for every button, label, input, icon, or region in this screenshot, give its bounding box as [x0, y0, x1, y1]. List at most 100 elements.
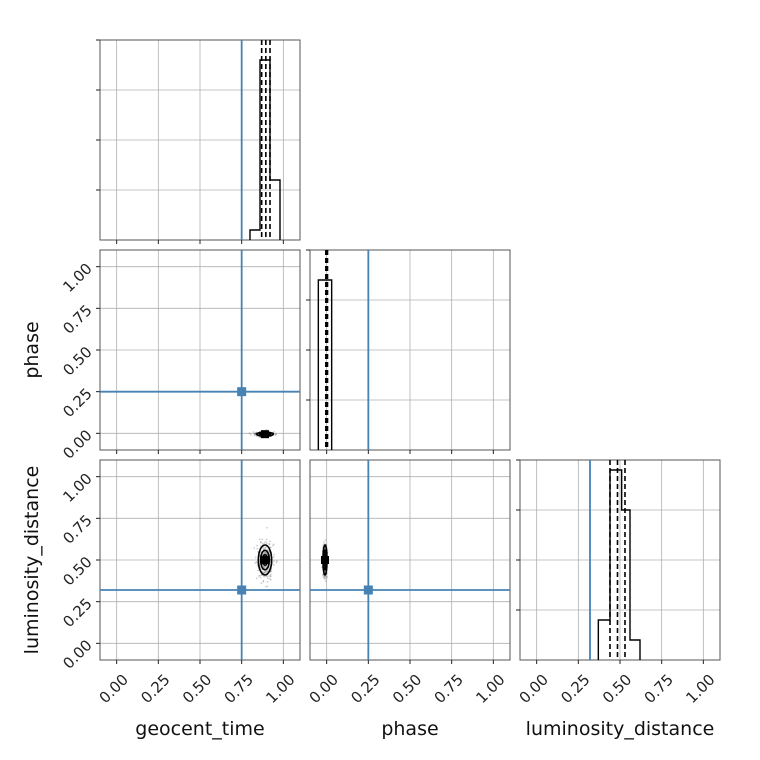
- x-tick-label: 0.00: [516, 671, 552, 707]
- x-tick-label: 1.00: [472, 671, 508, 707]
- sample-point: [261, 542, 264, 545]
- x-tick-label: 0.75: [641, 671, 677, 707]
- density-peak: [261, 556, 269, 564]
- sample-point: [264, 585, 267, 588]
- panel-phase-geocent_time: [96, 249, 301, 454]
- sample-point: [252, 431, 255, 433]
- sample-point: [267, 549, 270, 552]
- sample-point: [326, 576, 329, 579]
- contour-level: [257, 544, 273, 576]
- sample-point: [264, 551, 266, 553]
- sample-point: [257, 575, 260, 577]
- sample-point: [254, 433, 257, 436]
- sample-point: [272, 564, 275, 566]
- sample-point: [253, 433, 256, 435]
- panel-phase-phase: [306, 249, 511, 454]
- sample-point: [269, 546, 272, 549]
- x-tick-label: 1.00: [682, 671, 718, 707]
- x-tick-label: 0.25: [557, 671, 593, 707]
- sample-point: [269, 575, 272, 577]
- x-tick-label: 0.00: [96, 671, 132, 707]
- sample-point: [258, 538, 261, 541]
- sample-point: [276, 560, 278, 562]
- sample-point: [274, 434, 277, 437]
- panel-luminosity_distance-phase: [309, 459, 511, 664]
- x-tick-label: 0.50: [179, 671, 215, 707]
- sample-point: [265, 538, 268, 541]
- contour-level: [259, 549, 271, 571]
- sample-point: [254, 432, 257, 435]
- histogram-geocent_time: [249, 59, 281, 240]
- sample-point: [268, 577, 271, 580]
- sample-point: [254, 433, 257, 436]
- sample-point: [273, 431, 276, 433]
- y-tick-label: 0.00: [59, 426, 95, 462]
- sample-point: [255, 561, 258, 564]
- sample-point: [266, 585, 269, 588]
- x-tick-label: 0.75: [221, 671, 257, 707]
- sample-point: [275, 561, 278, 564]
- sample-point: [266, 526, 268, 529]
- sample-point: [257, 569, 259, 572]
- sample-point: [273, 560, 275, 563]
- sample-point: [262, 579, 265, 582]
- sample-point: [264, 570, 267, 573]
- sample-point: [263, 551, 265, 554]
- panel-luminosity_distance-luminosity_distance: [516, 459, 721, 664]
- sample-point: [264, 546, 267, 549]
- sample-point: [273, 553, 275, 556]
- sample-point: [264, 546, 267, 549]
- sample-point: [266, 577, 269, 580]
- histogram-luminosity_distance: [597, 469, 641, 660]
- sample-point: [269, 575, 272, 578]
- sample-point: [259, 540, 262, 543]
- sample-point: [323, 578, 326, 580]
- sample-point: [258, 574, 261, 577]
- sample-point: [261, 538, 264, 541]
- sample-point: [250, 433, 252, 436]
- x-axis-label-phase: phase: [381, 718, 438, 740]
- sample-point: [264, 551, 267, 554]
- y-axis-label-phase: phase: [21, 321, 43, 378]
- sample-point: [263, 575, 265, 578]
- sample-point: [275, 433, 277, 436]
- sample-point: [324, 580, 327, 583]
- sample-point: [266, 571, 269, 573]
- sample-point: [269, 573, 272, 576]
- sample-point: [272, 556, 275, 559]
- sample-point: [263, 542, 266, 544]
- sample-point: [254, 556, 257, 559]
- sample-point: [322, 575, 325, 578]
- sample-point: [248, 432, 251, 435]
- sample-point: [264, 540, 267, 543]
- sample-point: [260, 582, 263, 585]
- sample-point: [256, 547, 259, 550]
- sample-point: [253, 432, 256, 435]
- y-tick-label: 0.00: [59, 636, 95, 672]
- sample-point: [259, 576, 262, 579]
- sample-point: [266, 542, 268, 545]
- panel-luminosity_distance-geocent_time: [96, 459, 301, 664]
- y-tick-label: 0.75: [59, 511, 95, 547]
- sample-point: [264, 570, 266, 573]
- sample-point: [271, 544, 274, 547]
- sample-point: [325, 575, 328, 578]
- sample-point: [269, 578, 272, 581]
- sample-point: [263, 552, 266, 555]
- y-axis-label-luminosity_distance: luminosity_distance: [21, 466, 43, 655]
- sample-point: [268, 543, 271, 546]
- sample-point: [264, 572, 266, 575]
- sample-point: [269, 540, 271, 543]
- sample-point: [275, 433, 277, 436]
- histogram-phase: [317, 279, 333, 450]
- x-axis-label-geocent_time: geocent_time: [135, 718, 264, 740]
- sample-point: [257, 550, 259, 553]
- density-peak: [261, 430, 269, 439]
- sample-point: [264, 565, 267, 568]
- x-tick-label: 1.00: [262, 671, 298, 707]
- sample-point: [262, 565, 265, 568]
- sample-point: [322, 574, 324, 577]
- sample-point: [268, 575, 270, 577]
- sample-point: [268, 542, 271, 545]
